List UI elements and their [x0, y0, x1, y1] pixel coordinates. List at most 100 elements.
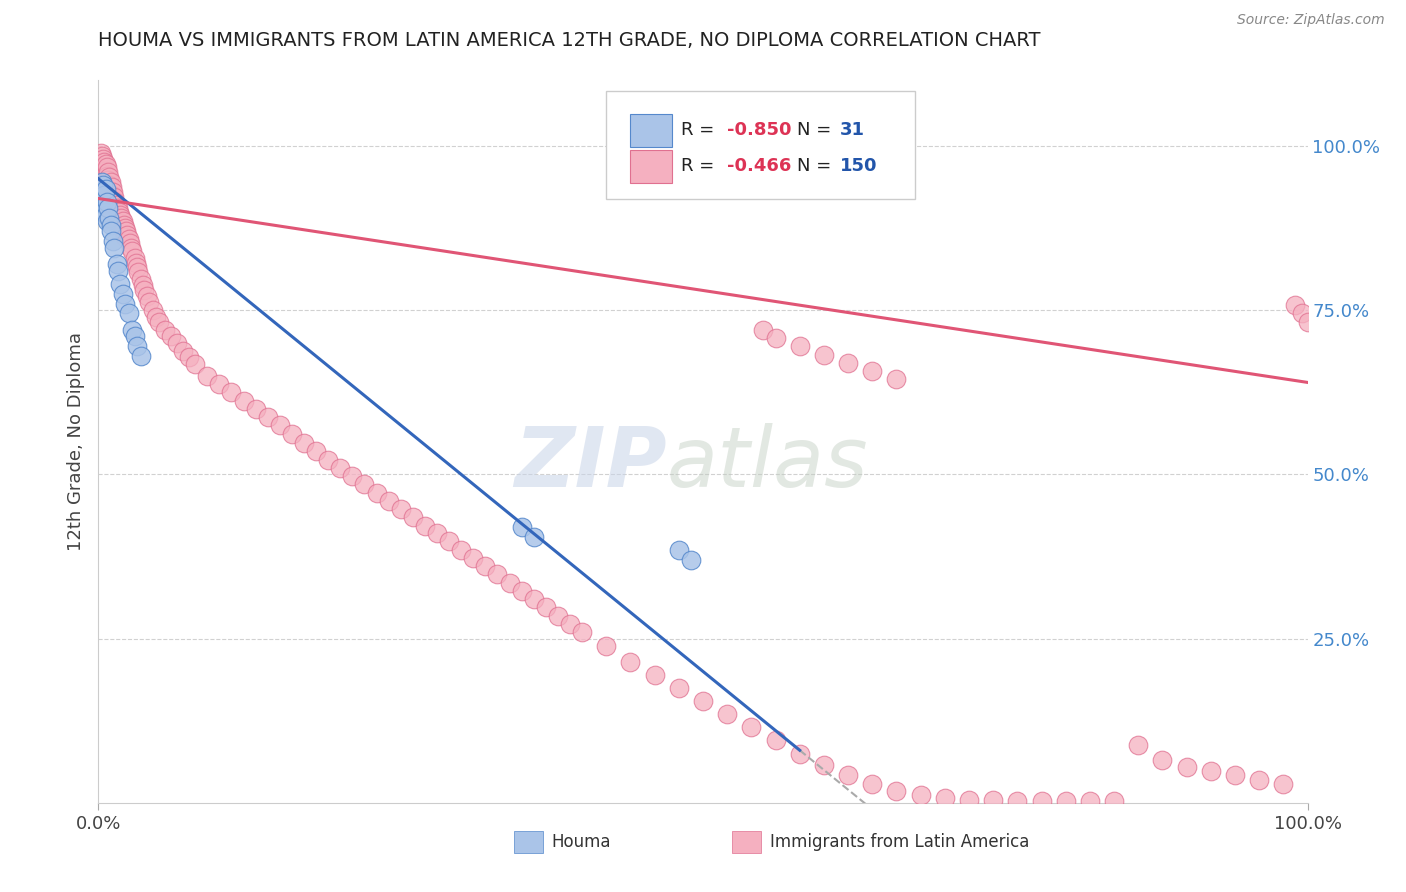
- Point: [837, 768, 859, 782]
- Text: N =: N =: [797, 157, 838, 175]
- FancyBboxPatch shape: [630, 150, 672, 183]
- Point: [142, 303, 165, 318]
- Point: [120, 241, 142, 255]
- Point: [765, 733, 787, 747]
- Point: [103, 198, 125, 212]
- Point: [91, 192, 114, 206]
- Point: [1223, 768, 1246, 782]
- Point: [118, 306, 141, 320]
- Point: [108, 277, 131, 291]
- Point: [91, 149, 114, 163]
- Point: [94, 167, 117, 181]
- Text: Source: ZipAtlas.com: Source: ZipAtlas.com: [1237, 13, 1385, 28]
- Point: [114, 229, 136, 244]
- Point: [127, 265, 149, 279]
- Point: [108, 212, 131, 227]
- Point: [101, 234, 124, 248]
- Point: [107, 210, 129, 224]
- Point: [510, 584, 533, 599]
- Point: [619, 655, 641, 669]
- Point: [107, 264, 129, 278]
- Point: [860, 777, 883, 791]
- Text: ZIP: ZIP: [515, 423, 666, 504]
- Point: [558, 617, 581, 632]
- Point: [97, 202, 120, 216]
- Point: [114, 221, 136, 235]
- Point: [93, 188, 115, 202]
- Point: [104, 194, 127, 209]
- Point: [437, 534, 460, 549]
- Point: [118, 236, 141, 251]
- Point: [153, 323, 176, 337]
- Point: [413, 518, 436, 533]
- Point: [96, 169, 118, 183]
- Point: [100, 188, 122, 202]
- Point: [716, 707, 738, 722]
- Point: [96, 160, 118, 174]
- Point: [389, 501, 412, 516]
- Point: [98, 186, 121, 201]
- Point: [108, 208, 131, 222]
- Point: [111, 286, 134, 301]
- Point: [179, 351, 201, 365]
- Point: [100, 218, 122, 232]
- Point: [90, 155, 112, 169]
- Point: [112, 218, 135, 232]
- Text: 150: 150: [839, 157, 877, 175]
- Point: [97, 165, 120, 179]
- Point: [97, 173, 120, 187]
- Point: [98, 211, 121, 226]
- Point: [886, 784, 908, 798]
- Point: [1296, 315, 1319, 329]
- Point: [957, 792, 980, 806]
- Point: [90, 185, 112, 199]
- Point: [98, 178, 121, 193]
- Text: -0.466: -0.466: [727, 157, 792, 175]
- Point: [93, 204, 115, 219]
- Point: [860, 363, 883, 377]
- Point: [93, 155, 115, 169]
- Text: Immigrants from Latin America: Immigrants from Latin America: [769, 833, 1029, 851]
- Point: [108, 217, 131, 231]
- Point: [305, 444, 328, 458]
- Point: [668, 681, 690, 695]
- Point: [96, 214, 118, 228]
- Point: [121, 244, 143, 258]
- Point: [105, 206, 128, 220]
- Text: 31: 31: [839, 121, 865, 139]
- Point: [245, 401, 267, 416]
- Point: [789, 747, 811, 761]
- Point: [595, 640, 617, 654]
- Point: [668, 542, 690, 557]
- Point: [1175, 760, 1198, 774]
- Point: [353, 477, 375, 491]
- Point: [316, 453, 339, 467]
- Point: [94, 208, 117, 222]
- Point: [110, 211, 132, 226]
- Point: [692, 694, 714, 708]
- Text: Houma: Houma: [551, 833, 612, 851]
- Point: [329, 460, 352, 475]
- Point: [366, 485, 388, 500]
- Point: [232, 393, 254, 408]
- Text: atlas: atlas: [666, 423, 869, 504]
- Point: [90, 145, 112, 160]
- Point: [789, 339, 811, 353]
- Point: [1152, 753, 1174, 767]
- FancyBboxPatch shape: [606, 91, 915, 200]
- Point: [342, 468, 364, 483]
- Point: [910, 788, 932, 802]
- Point: [221, 385, 243, 400]
- Point: [402, 510, 425, 524]
- Point: [934, 790, 956, 805]
- Point: [111, 214, 134, 228]
- Point: [94, 157, 117, 171]
- Point: [208, 376, 231, 391]
- Point: [100, 184, 122, 198]
- Point: [93, 164, 115, 178]
- Point: [91, 178, 114, 193]
- Text: HOUMA VS IMMIGRANTS FROM LATIN AMERICA 12TH GRADE, NO DIPLOMA CORRELATION CHART: HOUMA VS IMMIGRANTS FROM LATIN AMERICA 1…: [98, 31, 1040, 50]
- Point: [886, 372, 908, 386]
- Point: [91, 169, 114, 183]
- Point: [1007, 794, 1029, 808]
